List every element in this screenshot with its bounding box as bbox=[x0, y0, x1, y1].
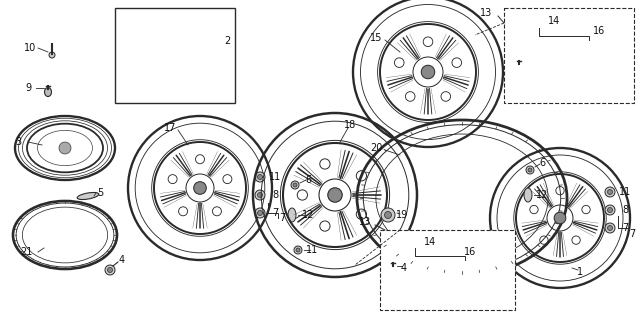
Circle shape bbox=[108, 268, 113, 272]
Circle shape bbox=[59, 142, 71, 154]
Text: 19: 19 bbox=[396, 210, 408, 220]
Text: 7: 7 bbox=[629, 229, 635, 239]
Circle shape bbox=[255, 190, 265, 200]
Ellipse shape bbox=[515, 63, 522, 71]
Circle shape bbox=[387, 265, 392, 271]
Text: 16: 16 bbox=[464, 247, 476, 257]
Circle shape bbox=[607, 189, 612, 195]
Text: 14: 14 bbox=[548, 16, 560, 26]
Text: 2: 2 bbox=[224, 36, 230, 46]
Circle shape bbox=[607, 226, 612, 231]
Ellipse shape bbox=[524, 188, 532, 202]
Circle shape bbox=[605, 223, 615, 233]
Text: 12: 12 bbox=[302, 210, 314, 220]
Text: 3: 3 bbox=[15, 137, 21, 147]
Text: 7: 7 bbox=[272, 208, 278, 218]
Circle shape bbox=[257, 174, 262, 180]
Circle shape bbox=[565, 59, 573, 67]
Circle shape bbox=[451, 260, 461, 270]
Circle shape bbox=[255, 208, 265, 218]
Circle shape bbox=[421, 65, 435, 79]
Circle shape bbox=[164, 56, 171, 63]
Circle shape bbox=[579, 61, 584, 65]
Circle shape bbox=[328, 188, 342, 202]
Text: 5: 5 bbox=[97, 188, 103, 198]
Circle shape bbox=[296, 248, 300, 252]
Ellipse shape bbox=[545, 59, 559, 67]
Circle shape bbox=[257, 192, 262, 197]
Text: 11: 11 bbox=[269, 172, 281, 182]
Circle shape bbox=[408, 263, 413, 268]
Text: 6: 6 bbox=[539, 158, 545, 168]
Bar bbox=[380, 230, 515, 310]
Bar bbox=[115, 8, 235, 103]
Text: 13: 13 bbox=[359, 217, 371, 227]
Text: 14: 14 bbox=[424, 237, 436, 247]
Circle shape bbox=[528, 168, 532, 172]
Text: 11: 11 bbox=[306, 245, 318, 255]
Text: 1: 1 bbox=[577, 267, 583, 277]
Circle shape bbox=[454, 263, 458, 268]
Bar bbox=[504, 8, 634, 103]
Text: 10: 10 bbox=[24, 43, 36, 53]
Circle shape bbox=[385, 211, 392, 219]
Circle shape bbox=[385, 263, 395, 273]
Circle shape bbox=[526, 166, 534, 174]
Text: 8: 8 bbox=[622, 205, 628, 215]
Text: 7: 7 bbox=[622, 223, 628, 233]
Text: 4: 4 bbox=[401, 263, 407, 273]
Circle shape bbox=[294, 246, 302, 254]
Ellipse shape bbox=[288, 208, 296, 222]
Text: 21: 21 bbox=[20, 247, 32, 257]
Circle shape bbox=[567, 61, 571, 65]
Text: 12: 12 bbox=[536, 190, 548, 200]
Circle shape bbox=[439, 261, 447, 269]
Circle shape bbox=[381, 208, 395, 222]
Text: 6: 6 bbox=[305, 175, 311, 185]
Circle shape bbox=[255, 172, 265, 182]
Text: 18: 18 bbox=[344, 120, 356, 130]
Circle shape bbox=[293, 183, 297, 187]
Circle shape bbox=[605, 205, 615, 215]
Circle shape bbox=[405, 260, 415, 270]
Circle shape bbox=[291, 181, 299, 189]
Text: 16: 16 bbox=[593, 26, 605, 36]
Ellipse shape bbox=[45, 87, 51, 97]
Circle shape bbox=[441, 263, 445, 267]
Text: 9: 9 bbox=[25, 83, 31, 93]
Circle shape bbox=[257, 211, 262, 216]
Text: 4: 4 bbox=[119, 255, 125, 265]
Circle shape bbox=[607, 207, 612, 212]
Circle shape bbox=[605, 187, 615, 197]
Circle shape bbox=[534, 61, 538, 65]
Text: 17: 17 bbox=[164, 123, 176, 133]
Circle shape bbox=[577, 58, 587, 68]
Circle shape bbox=[49, 52, 55, 58]
Ellipse shape bbox=[419, 261, 433, 269]
Ellipse shape bbox=[77, 192, 99, 199]
Circle shape bbox=[531, 58, 541, 68]
Text: 8: 8 bbox=[272, 190, 278, 200]
Text: 11: 11 bbox=[619, 187, 631, 197]
Text: 7: 7 bbox=[279, 213, 285, 223]
Circle shape bbox=[194, 182, 206, 194]
Text: 20: 20 bbox=[370, 143, 382, 153]
Circle shape bbox=[105, 265, 115, 275]
Text: 15: 15 bbox=[370, 33, 382, 43]
Text: 13: 13 bbox=[480, 8, 492, 18]
Circle shape bbox=[554, 212, 566, 224]
Ellipse shape bbox=[390, 264, 397, 273]
